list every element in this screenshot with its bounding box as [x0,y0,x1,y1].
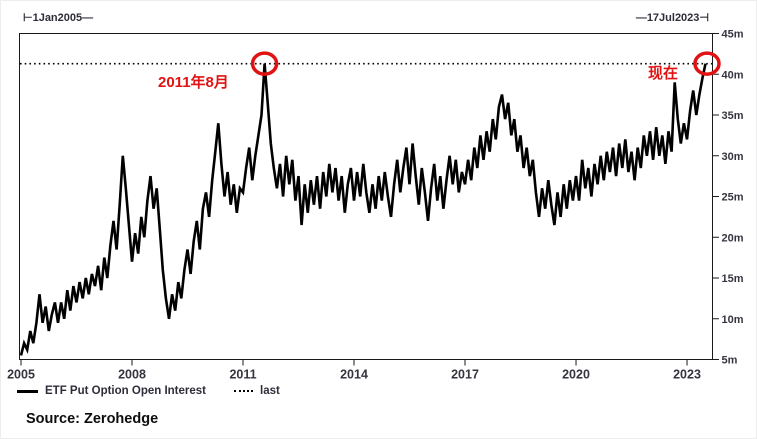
date-range-end-label: —17Jul2023⊣ [635,12,709,24]
x-tick-label: 2014 [340,368,368,382]
x-tick-label: 2005 [7,368,35,382]
legend-series-label: ETF Put Option Open Interest [45,385,206,397]
y-tick-label: 25m [722,192,744,204]
y-tick-label: 10m [722,314,744,326]
chart-legend: ETF Put Option Open Interest last [17,385,280,397]
annotation-aug-2011: 2011年8月 [158,74,229,91]
y-tick-label: 45m [722,29,744,41]
x-tick-label: 2023 [673,368,701,382]
y-tick-label: 20m [722,232,744,244]
x-tick-label: 2020 [562,368,590,382]
y-tick-label: 30m [722,151,744,163]
x-tick-label: 2008 [118,368,146,382]
series-line-swatch [17,389,38,393]
y-tick-label: 5m [722,355,738,367]
annotation-now: 现在 [648,65,679,82]
last-line-swatch [234,390,253,392]
series-line [19,63,707,356]
source-label: Source: Zerohedge [26,411,159,427]
y-tick-label: 35m [722,110,744,122]
highlight-circle [693,51,721,76]
y-tick-label: 15m [722,273,744,285]
legend-last-label: last [260,385,280,397]
x-tick-label: 2011 [229,368,256,382]
highlight-circle [250,51,279,76]
x-tick-label: 2017 [451,368,479,382]
date-range-start-label: ⊢1Jan2005— [23,12,94,24]
y-tick-label: 40m [722,69,744,81]
